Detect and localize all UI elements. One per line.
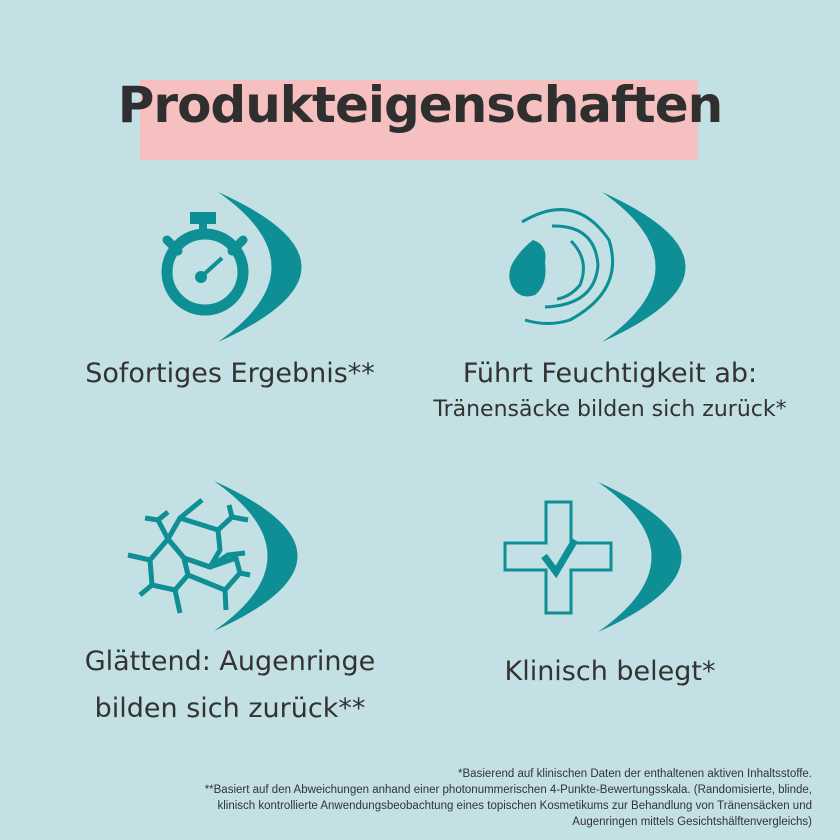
- title-highlight: [140, 80, 698, 160]
- footnote: Augenringen mittels Gesichtshälftenvergl…: [572, 816, 812, 828]
- crescent-icon: [218, 192, 302, 342]
- feature-label: Sofortiges Ergebnis**: [85, 358, 375, 389]
- footnote: **Basiert auf den Abweichungen anhand ei…: [204, 784, 812, 796]
- page-title: Produkteigenschaften: [117, 76, 723, 134]
- stopwatch-icon: [161, 212, 249, 316]
- feature-label: Führt Feuchtigkeit ab:: [462, 358, 758, 389]
- crescent-icon: [602, 192, 686, 342]
- feature-label: bilden sich zurück**: [94, 693, 366, 724]
- feature-label: Tränensäcke bilden sich zurück*: [433, 397, 787, 422]
- crescent-icon: [214, 481, 298, 631]
- water-drop-icon: [509, 208, 614, 325]
- medical-cross-check-icon: [503, 500, 613, 615]
- footnote: klinisch kontrollierte Anwendungsbeobach…: [217, 800, 812, 812]
- cell-structure-icon: [127, 498, 251, 614]
- footnotes: *Basierend auf klinischen Daten der enth…: [205, 766, 812, 830]
- crescent-icon: [598, 482, 682, 632]
- feature-label: Klinisch belegt*: [504, 656, 716, 687]
- feature-label: Glättend: Augenringe: [84, 646, 376, 677]
- footnote: *Basierend auf klinischen Daten der enth…: [458, 768, 812, 780]
